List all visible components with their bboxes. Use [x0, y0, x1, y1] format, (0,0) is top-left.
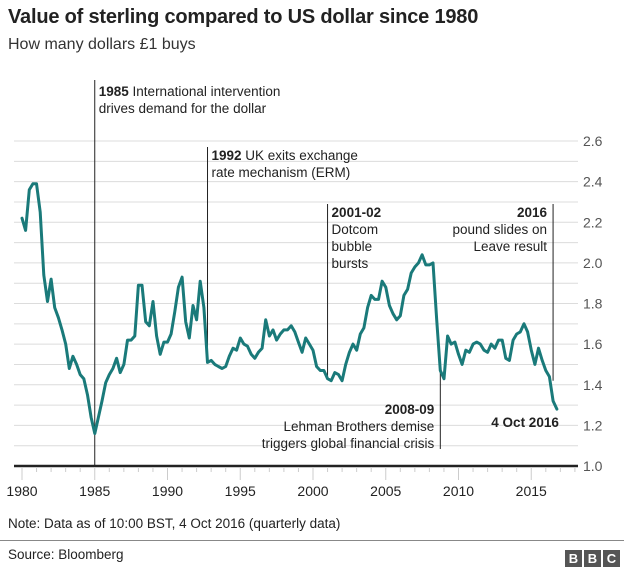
x-tick-label: 2000 — [297, 483, 328, 499]
annotation-text: bubble — [332, 239, 373, 254]
annotation-text: rate mechanism (ERM) — [212, 165, 351, 180]
y-tick-label: 1.2 — [583, 417, 603, 433]
y-tick-label: 1.6 — [583, 336, 603, 352]
annotation-year: 1992 — [212, 148, 246, 163]
y-axis-ticks: 1.0 1.2 1.4 1.6 1.8 2.0 2.2 2.4 2.6 — [583, 133, 603, 474]
y-tick-label: 1.8 — [583, 296, 603, 312]
annotation-year: 2001-02 — [332, 205, 382, 220]
x-tick-label: 1980 — [6, 483, 37, 499]
annotation-text: 1992 UK exits exchange — [212, 148, 358, 163]
annotation-lines — [94, 80, 554, 466]
y-tick-label: 2.4 — [583, 174, 603, 190]
source-label: Source: Bloomberg — [8, 547, 124, 562]
chart-note: Note: Data as of 10:00 BST, 4 Oct 2016 (… — [8, 516, 341, 531]
y-tick-label: 2.6 — [583, 133, 603, 149]
annotation-text: Leave result — [474, 239, 548, 254]
bbc-logo-letter: C — [603, 550, 620, 567]
y-tick-label: 2.2 — [583, 214, 603, 230]
y-tick-label: 2.0 — [583, 255, 603, 271]
annotation-year: 2008-09 — [385, 402, 435, 417]
grid-lines — [14, 140, 578, 447]
y-tick-label: 1.0 — [583, 458, 603, 474]
annotation-description: UK exits exchange — [245, 148, 358, 163]
x-tick-label: 1985 — [79, 483, 110, 499]
x-tick-label: 2015 — [516, 483, 547, 499]
x-axis: 1980 1985 1990 1995 2000 2005 2010 2015 — [6, 464, 578, 499]
annotation-text: drives demand for the dollar — [99, 101, 267, 116]
annotation-text: 1985 International intervention — [99, 84, 281, 99]
x-tick-label: 2005 — [370, 483, 401, 499]
chart-subtitle: How many dollars £1 buys — [8, 36, 196, 53]
series-group — [20, 182, 559, 435]
bbc-logo-letter: B — [584, 550, 601, 567]
annotation-year: 4 Oct 2016 — [491, 415, 559, 430]
annotation-description: International intervention — [133, 84, 281, 99]
x-tick-label: 2010 — [443, 483, 474, 499]
line-chart: 1.0 1.2 1.4 1.6 1.8 2.0 2.2 2.4 2.6 1980 1985 1990… — [6, 80, 603, 499]
x-tick-label: 1990 — [152, 483, 183, 499]
bbc-logo-letter: B — [565, 550, 582, 567]
annotation-text: Dotcom — [332, 222, 379, 237]
bbc-logo: B B C — [565, 550, 620, 567]
annotation-year: 2016 — [517, 205, 548, 220]
annotation-text: pound slides on — [452, 222, 547, 237]
annotation-text: Lehman Brothers demise — [283, 419, 434, 434]
x-tick-label: 1995 — [225, 483, 256, 499]
series-line — [20, 182, 559, 435]
annotation-texts: 1985 International intervention drives de… — [99, 84, 560, 451]
chart-title: Value of sterling compared to US dollar … — [8, 6, 479, 28]
annotation-text: triggers global financial crisis — [262, 436, 435, 451]
y-tick-label: 1.4 — [583, 377, 603, 393]
annotation-year: 1985 — [99, 84, 133, 99]
footer-divider — [0, 540, 624, 541]
annotation-text: bursts — [332, 256, 369, 271]
